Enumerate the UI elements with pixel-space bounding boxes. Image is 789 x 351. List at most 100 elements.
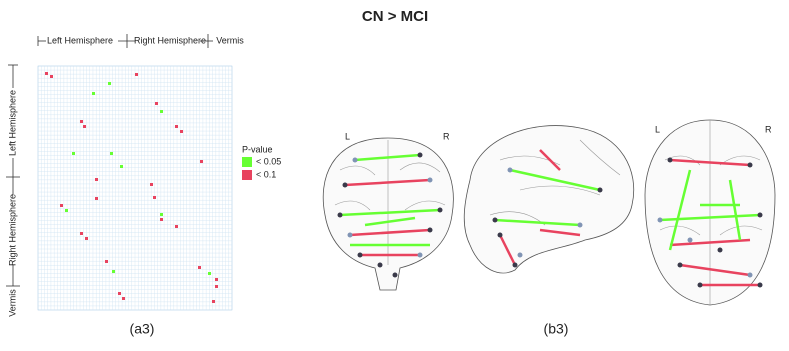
matrix-cell: [150, 183, 153, 186]
node: [507, 167, 513, 173]
legend-swatch: [242, 157, 252, 167]
matrix-cell: [92, 92, 95, 95]
matrix-cell: [118, 292, 121, 295]
matrix-cell: [85, 237, 88, 240]
node: [417, 152, 423, 158]
edge: [364, 216, 416, 227]
matrix-cell: [80, 120, 83, 123]
matrix-cell: [72, 152, 75, 155]
caption: (a3): [130, 321, 155, 337]
node: [417, 252, 423, 258]
matrix-cell: [45, 72, 48, 75]
matrix-cell: [153, 196, 156, 199]
node: [697, 282, 703, 288]
matrix-cell: [215, 278, 218, 281]
edge: [668, 169, 692, 251]
orientation-label: L: [655, 124, 660, 134]
node: [687, 237, 693, 243]
top-brackets: [37, 34, 213, 48]
legend-label: < 0.1: [256, 169, 276, 179]
edge: [679, 263, 751, 277]
node: [492, 217, 498, 223]
node: [342, 182, 348, 188]
caption: (b3): [544, 321, 569, 337]
matrix-cell: [135, 73, 138, 76]
edge: [344, 178, 431, 187]
brain-axial: [644, 119, 776, 306]
side-label: Left Hemisphere: [7, 90, 17, 156]
edge: [509, 168, 601, 192]
top-label: Left Hemisphere: [47, 35, 113, 45]
node: [757, 212, 763, 218]
matrix-cell: [198, 266, 201, 269]
edge: [728, 179, 742, 241]
matrix-cell: [80, 232, 83, 235]
matrix-cell: [50, 75, 53, 78]
side-label: Right Hemisphere: [7, 194, 17, 266]
legend-label: < 0.05: [256, 156, 281, 166]
orientation-label: R: [443, 131, 450, 141]
node: [337, 212, 343, 218]
node: [427, 227, 433, 233]
matrix-cell: [215, 285, 218, 288]
connection-edges: [337, 149, 763, 288]
matrix-cell: [212, 300, 215, 303]
edge: [339, 208, 441, 217]
edge: [494, 218, 581, 227]
matrix-cell: [160, 218, 163, 221]
edge: [539, 228, 581, 237]
matrix-cell: [108, 82, 111, 85]
matrix-cell: [120, 165, 123, 168]
node: [717, 247, 723, 253]
node: [392, 272, 398, 278]
matrix-cell: [95, 197, 98, 200]
brain-sagittal: [463, 125, 635, 274]
matrix-cell: [155, 102, 158, 105]
node: [497, 232, 503, 238]
node: [747, 272, 753, 278]
matrix-cell: [95, 178, 98, 181]
node: [377, 262, 383, 268]
node: [437, 207, 443, 213]
matrix-cell: [122, 297, 125, 300]
orientation-label: L: [345, 131, 350, 141]
legend-swatch: [242, 170, 252, 180]
node: [577, 222, 583, 228]
node: [347, 232, 353, 238]
legend-title: P-value: [242, 144, 273, 154]
matrix-cell: [175, 125, 178, 128]
matrix-cell: [110, 152, 113, 155]
node: [427, 177, 433, 183]
edge: [354, 153, 421, 162]
connectivity-matrix: [37, 65, 233, 311]
matrix-cell: [105, 260, 108, 263]
matrix-cell: [160, 213, 163, 216]
node: [352, 157, 358, 163]
node: [512, 262, 518, 268]
matrix-cell: [200, 160, 203, 163]
matrix-cell: [112, 270, 115, 273]
matrix-cell: [208, 272, 211, 275]
orientation-label: R: [765, 124, 772, 134]
node: [517, 252, 523, 258]
edge: [349, 228, 431, 237]
node: [677, 262, 683, 268]
top-label: Vermis: [216, 35, 244, 45]
matrix-cell: [65, 209, 68, 212]
side-brackets: [6, 64, 20, 287]
node: [357, 252, 363, 258]
matrix-cell: [83, 125, 86, 128]
edge: [669, 158, 751, 167]
edge: [669, 238, 751, 247]
matrix-cell: [175, 225, 178, 228]
node: [757, 282, 763, 288]
top-label: Right Hemisphere: [134, 35, 206, 45]
node: [597, 187, 603, 193]
figure-title: CN > MCI: [362, 8, 428, 25]
matrix-cell: [160, 110, 163, 113]
node: [747, 162, 753, 168]
node: [657, 217, 663, 223]
node: [667, 157, 673, 163]
edge: [498, 234, 517, 266]
